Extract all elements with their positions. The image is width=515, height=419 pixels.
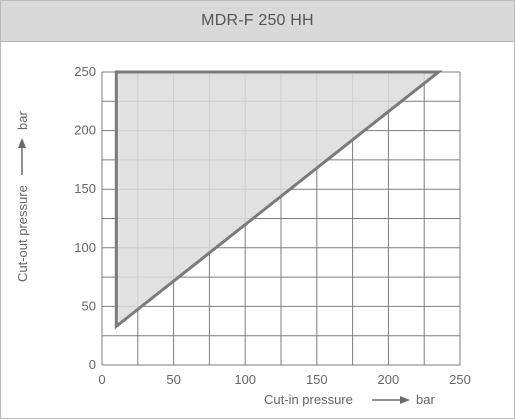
y-axis-unit: bar [15, 111, 30, 130]
x-tick-label: 250 [449, 372, 471, 387]
y-tick-label: 250 [74, 64, 96, 79]
chart-title: MDR-F 250 HH [1, 1, 514, 42]
operating-region-polygon [114, 70, 443, 330]
y-axis-label: Cut-out pressure [15, 185, 30, 282]
x-axis-unit: bar [416, 392, 435, 407]
x-tick-label: 50 [166, 372, 180, 387]
axis-labels: Cut-in pressure bar Cut-out pressure bar [15, 111, 435, 407]
y-axis-arrowhead-icon [18, 138, 26, 148]
y-axis-label-group: Cut-out pressure bar [15, 111, 30, 282]
y-tick-label: 200 [74, 123, 96, 138]
x-axis-arrowhead-icon [400, 396, 410, 404]
x-tick-label: 0 [98, 372, 105, 387]
y-tick-label: 100 [74, 240, 96, 255]
y-tick-label: 50 [82, 298, 96, 313]
operating-region [114, 70, 443, 330]
x-tick-label: 200 [378, 372, 400, 387]
tick-labels: 0 50 100 150 200 250 0 50 100 150 200 250 [74, 64, 471, 387]
x-axis-label: Cut-in pressure [264, 392, 353, 407]
y-tick-label: 0 [89, 357, 96, 372]
y-tick-label: 150 [74, 181, 96, 196]
x-tick-label: 100 [234, 372, 256, 387]
x-tick-label: 150 [306, 372, 328, 387]
